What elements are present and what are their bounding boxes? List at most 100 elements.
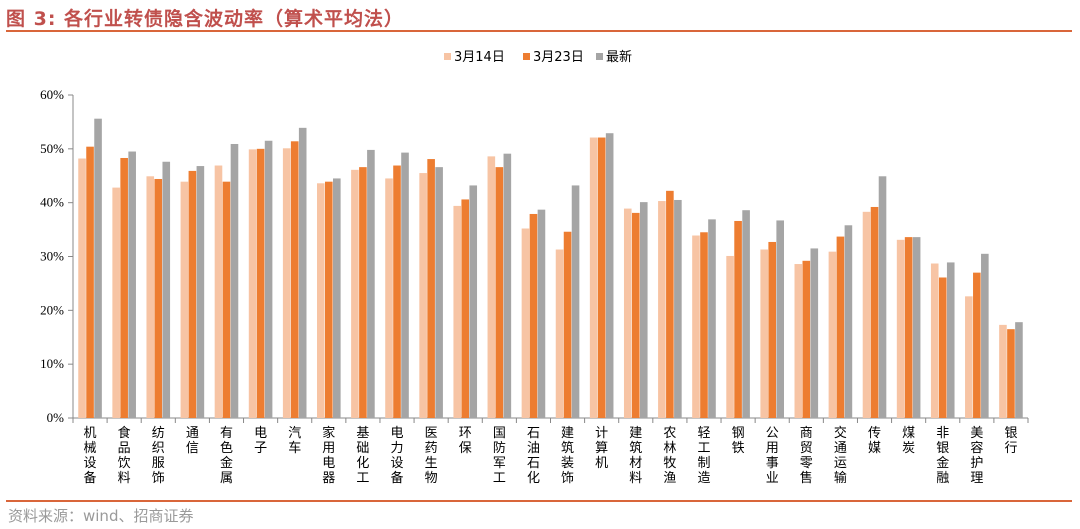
bar-1 (282, 148, 291, 419)
bar-1 (589, 137, 598, 419)
chart-legend: 3月14日 3月23日 最新 (444, 49, 632, 65)
bar-1 (317, 183, 325, 418)
bar-2 (802, 260, 811, 418)
bar-3 (742, 210, 750, 418)
bar-2 (188, 170, 197, 418)
x-category-label: 交通运输 (834, 425, 847, 486)
bar-2 (86, 146, 94, 418)
bar-2 (563, 231, 572, 418)
bar-2 (938, 277, 947, 418)
x-category-label: 建筑材料 (629, 426, 642, 486)
bar-3 (162, 161, 171, 418)
bar-2 (393, 165, 401, 418)
bar-2 (768, 241, 776, 418)
bar-3 (639, 202, 648, 418)
bar-3 (912, 237, 921, 418)
bar-2 (836, 236, 845, 418)
bar-1 (214, 165, 223, 418)
x-category-label: 钢铁 (732, 426, 745, 456)
bar-1 (180, 181, 189, 418)
bar-2 (1007, 329, 1015, 418)
bar-chart: 3月14日 3月23日 最新 0% 10% 20% 30% 40% 50% 60% 机械设备 食品… (40, 49, 1029, 486)
legend-swatch (523, 53, 530, 60)
y-tick-label: 20% (40, 302, 64, 317)
bar-3 (605, 133, 614, 418)
bar-2 (904, 237, 913, 418)
bar-3 (708, 219, 716, 418)
bar-1 (146, 176, 155, 418)
y-tick-label: 0% (47, 410, 65, 425)
x-category-label: 银行 (1004, 426, 1017, 456)
footer-rule (6, 500, 1072, 502)
bar-2 (666, 190, 674, 418)
bar-2 (529, 213, 538, 418)
bar-1 (78, 158, 86, 419)
bar-2 (631, 212, 640, 418)
bar-1 (453, 205, 462, 418)
bar-1 (112, 187, 120, 418)
bar-2 (427, 159, 435, 418)
bar-2 (359, 167, 367, 418)
y-tick-label: 10% (40, 356, 64, 371)
x-category-label: 家用电器 (322, 425, 335, 486)
bar-3 (776, 220, 784, 418)
x-category-label: 计算机 (595, 426, 608, 471)
bar-1 (896, 239, 905, 418)
x-category-label: 电子 (254, 426, 267, 456)
bar-3 (298, 127, 307, 419)
bar-1 (794, 264, 803, 418)
bar-3 (230, 143, 239, 418)
bar-2 (325, 181, 333, 418)
legend-swatch (596, 53, 603, 60)
bar-3 (844, 225, 853, 418)
bar-2 (461, 199, 470, 418)
bar-3 (503, 153, 512, 418)
bar-3 (435, 167, 443, 418)
bar-3 (946, 262, 955, 418)
bar-3 (264, 140, 273, 418)
x-category-label: 通信 (186, 426, 199, 456)
bar-3 (469, 185, 478, 418)
x-category-label: 农林牧渔 (663, 426, 676, 486)
bar-1 (385, 178, 393, 418)
bar-1 (999, 324, 1007, 418)
bar-1 (419, 173, 427, 418)
bar-2 (597, 137, 606, 419)
legend-swatch (444, 53, 451, 60)
x-category-label: 轻工制造 (697, 426, 710, 486)
bar-2 (870, 206, 879, 418)
x-category-label: 国防军工 (493, 426, 506, 486)
y-tick-label: 50% (40, 141, 64, 156)
bar-3 (537, 209, 546, 418)
x-category-label: 传媒 (868, 426, 881, 456)
legend-label: 3月14日 (454, 50, 505, 65)
bar-2 (120, 157, 128, 419)
bar-1 (862, 211, 871, 418)
bar-3 (196, 166, 205, 418)
bar-2 (734, 220, 742, 418)
bar-3 (367, 149, 375, 418)
bar-1 (965, 296, 973, 418)
bar-2 (222, 181, 231, 418)
bar-1 (828, 251, 837, 418)
bar-1 (930, 263, 939, 418)
bar-1 (658, 201, 666, 418)
y-tick-label: 40% (40, 195, 64, 210)
bar-1 (248, 149, 257, 418)
x-category-label: 美容护理 (970, 426, 983, 486)
source-note: 资料来源：wind、招商证券 (8, 507, 194, 525)
x-category-label: 电力设备 (391, 426, 404, 486)
x-category-label: 汽车 (288, 426, 301, 456)
x-category-label: 纺织服饰 (152, 426, 165, 486)
x-category-label: 食品饮料 (118, 425, 131, 486)
bar-2 (973, 272, 981, 418)
bar-1 (692, 235, 700, 418)
bar-1 (760, 249, 768, 418)
bar-3 (94, 118, 102, 418)
title-rule (6, 30, 1072, 32)
bar-3 (674, 199, 682, 418)
x-category-label: 公用事业 (766, 426, 779, 486)
bar-2 (256, 148, 265, 418)
x-category-label: 建筑装饰 (561, 426, 574, 486)
bar-2 (290, 141, 299, 418)
